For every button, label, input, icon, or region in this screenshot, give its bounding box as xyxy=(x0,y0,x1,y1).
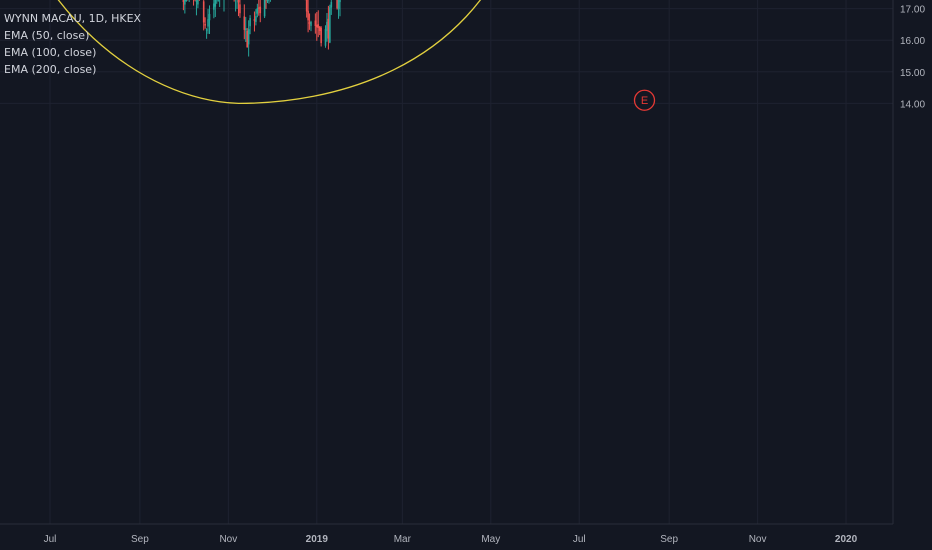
candle-body xyxy=(255,16,257,22)
candle-body xyxy=(339,0,341,3)
time-tick-label: Mar xyxy=(394,534,412,545)
price-tick-label: 14.00 xyxy=(900,99,925,110)
candle-body xyxy=(317,24,320,28)
grid xyxy=(0,0,893,524)
candle-body xyxy=(249,18,251,27)
price-axis[interactable]: 14.0015.0016.0017.0018.0019.0020.0021.00… xyxy=(892,0,932,550)
price-tick-label: 15.00 xyxy=(900,68,925,79)
candle-body xyxy=(246,30,248,48)
event-marker[interactable]: E xyxy=(633,89,656,111)
price-tick-label: 17.00 xyxy=(900,5,925,16)
time-tick-label: Nov xyxy=(219,534,237,545)
rounding-bottom-curve xyxy=(57,0,481,105)
time-tick-label: 2019 xyxy=(306,534,329,545)
candle-body xyxy=(247,29,250,45)
candle-body xyxy=(318,26,321,31)
candle-body xyxy=(213,3,215,10)
chart-legend: WYNN MACAU, 1D, HKEX EMA (50, close) EMA… xyxy=(4,10,141,78)
time-tick-label: 2020 xyxy=(835,534,858,545)
candle-body xyxy=(253,19,256,21)
candle-body xyxy=(239,4,241,14)
time-tick-label: Jul xyxy=(44,534,57,545)
candle-body xyxy=(204,24,206,26)
ema50-legend: EMA (50, close) xyxy=(4,29,90,42)
candle-body xyxy=(205,29,208,31)
price-axis-bg xyxy=(893,0,932,550)
ema200-legend: EMA (200, close) xyxy=(4,63,97,76)
candle-body xyxy=(266,0,269,2)
candle-body xyxy=(263,0,266,17)
cup-curve xyxy=(57,0,481,105)
candle-body xyxy=(307,10,309,21)
time-axis-bg xyxy=(0,524,932,550)
candle-body xyxy=(324,29,327,46)
candle-body xyxy=(185,0,188,2)
earnings-event-label: E xyxy=(641,95,648,107)
candle-body xyxy=(237,0,240,3)
candle-body xyxy=(195,0,198,2)
candle-body xyxy=(244,28,247,31)
candles xyxy=(182,0,341,57)
candle-body xyxy=(320,27,322,44)
candle-body xyxy=(259,6,262,14)
time-tick-label: Jul xyxy=(573,534,586,545)
time-tick-label: Nov xyxy=(749,534,767,545)
candle-body xyxy=(208,14,211,21)
candle-body xyxy=(305,0,308,12)
candle-body xyxy=(258,7,260,9)
candle-body xyxy=(316,24,318,28)
candle-body xyxy=(310,21,312,26)
candle-body xyxy=(197,0,199,5)
symbol-title: WYNN MACAU, 1D, HKEX xyxy=(4,12,142,25)
candle-body xyxy=(207,19,209,27)
candle-body xyxy=(330,1,333,8)
candle-body xyxy=(182,0,185,2)
candle-body xyxy=(202,1,205,23)
candle-body xyxy=(184,0,186,5)
candle-body xyxy=(327,18,330,39)
candle-body xyxy=(336,0,338,9)
candle-body xyxy=(326,21,328,31)
time-tick-label: Sep xyxy=(660,534,678,545)
candle-body xyxy=(214,0,217,7)
candle-body xyxy=(337,0,340,10)
time-axis[interactable]: Jul Sep Nov 2019 Mar May Jul Sep Nov 2020 xyxy=(0,523,932,550)
candle-body xyxy=(329,7,331,43)
candle-body xyxy=(314,20,317,26)
price-tick-label: 16.00 xyxy=(900,36,925,47)
time-tick-label: Sep xyxy=(131,534,149,545)
candle-body xyxy=(243,16,246,30)
candle-body xyxy=(217,0,219,1)
time-tick-label: May xyxy=(481,534,500,545)
candle-body xyxy=(256,8,259,14)
candle-body xyxy=(308,22,311,24)
ema100-legend: EMA (100, close) xyxy=(4,46,97,59)
earnings-event-marker xyxy=(633,89,656,111)
